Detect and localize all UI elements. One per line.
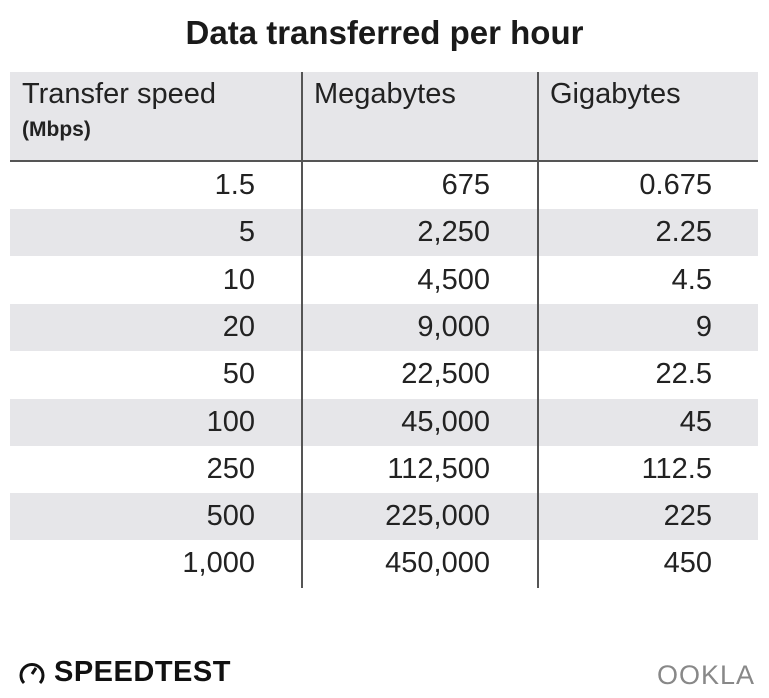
cell-speed: 250: [206, 452, 255, 485]
cell-speed: 20: [222, 310, 255, 343]
table-row: 5 2,250 2.25: [10, 209, 758, 257]
column-header-transfer-speed: Transfer speed: [22, 78, 216, 110]
cell-megabytes: 2,250: [417, 216, 490, 249]
cell-speed: 500: [206, 500, 255, 533]
cell-gigabytes: 450: [663, 547, 712, 580]
page-title: Data transferred per hour: [185, 14, 584, 51]
cell-megabytes: 112,500: [387, 452, 490, 485]
cell-speed: 1,000: [182, 547, 255, 580]
cell-megabytes: 450,000: [385, 547, 490, 580]
cell-gigabytes: 112.5: [641, 452, 712, 485]
speedtest-logo: SPEEDTEST: [18, 656, 231, 689]
table-row: 500 225,000 225: [10, 493, 758, 541]
cell-speed: 100: [206, 405, 255, 438]
cell-gigabytes: 9: [695, 310, 712, 343]
cell-megabytes: 4,500: [417, 263, 490, 296]
cell-megabytes: 675: [441, 169, 490, 201]
cell-megabytes: 22,500: [401, 358, 490, 391]
table-row: 20 9,000 9: [10, 303, 758, 351]
brand-name: SPEEDTEST: [54, 656, 231, 688]
column-header-unit: (Mbps): [22, 118, 91, 141]
cell-speed: 10: [222, 263, 255, 296]
table-row: 1,000 450,000 450: [10, 540, 758, 587]
table-row: 100 45,000 45: [10, 398, 758, 446]
table-row: 250 112,500 112.5: [10, 446, 758, 493]
cell-speed: 50: [222, 358, 255, 391]
cell-megabytes: 225,000: [385, 500, 490, 533]
column-divider: [537, 72, 539, 588]
cell-megabytes: 45,000: [401, 405, 490, 438]
ookla-logo: OOKLA: [656, 660, 755, 690]
cell-gigabytes: 225: [663, 500, 712, 533]
cell-gigabytes: 22.5: [655, 358, 712, 391]
cell-megabytes: 9,000: [417, 310, 490, 343]
column-header-gigabytes: Gigabytes: [550, 78, 681, 110]
column-divider: [301, 72, 303, 588]
cell-gigabytes: 4.5: [671, 263, 712, 296]
cell-gigabytes: 2.25: [655, 216, 712, 249]
speedometer-icon: [19, 662, 45, 684]
table-row: 1.5 675 0.675: [10, 162, 758, 209]
cell-speed: 5: [238, 216, 255, 249]
column-header-megabytes: Megabytes: [314, 78, 456, 110]
table-row: 50 22,500 22.5: [10, 351, 758, 398]
cell-speed: 1.5: [214, 169, 255, 201]
table-row: 10 4,500 4.5: [10, 257, 758, 304]
table-header: [10, 72, 758, 162]
cell-gigabytes: 0.675: [639, 169, 712, 201]
cell-gigabytes: 45: [679, 405, 712, 438]
